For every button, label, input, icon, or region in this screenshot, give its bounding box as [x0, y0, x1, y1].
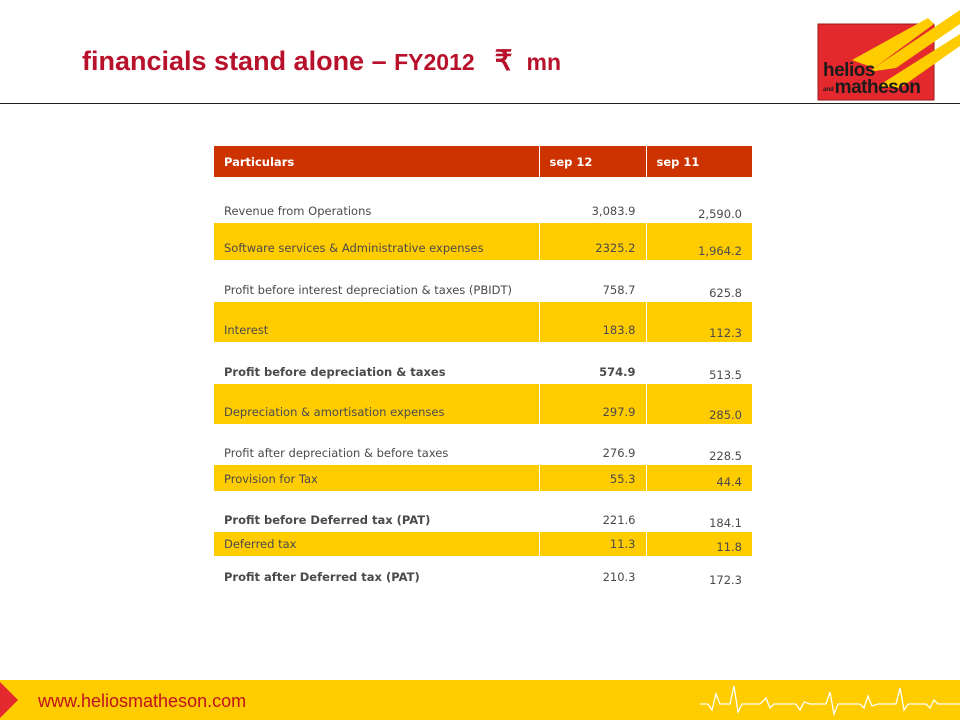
rupee-icon: ₹	[494, 45, 513, 76]
row-sep11: 172.3	[709, 573, 742, 587]
title-main: financials stand alone –	[82, 46, 395, 76]
row-sep12: 210.3	[602, 570, 636, 584]
row-sep11: 184.1	[709, 516, 742, 530]
table-row: Profit after depreciation & before taxes…	[214, 424, 752, 465]
row-sep11: 2,590.0	[698, 207, 742, 221]
row-sep12: 276.9	[602, 446, 636, 460]
row-sep12: 758.7	[602, 283, 636, 297]
row-sep11: 285.0	[709, 408, 742, 422]
row-sep12: 297.9	[602, 405, 636, 419]
website-link[interactable]: www.heliosmatheson.com	[38, 691, 247, 711]
table-row: Revenue from Operations 3,083.9 2,590.0	[214, 177, 752, 223]
row-sep11: 228.5	[709, 449, 742, 463]
row-sep11: 11.8	[716, 540, 742, 554]
table-row: Profit before Deferred tax (PAT) 221.6 1…	[214, 491, 752, 532]
logo-text: helios andmatheson	[823, 60, 921, 99]
logo-line1: helios	[823, 60, 875, 81]
row-label: Depreciation & amortisation expenses	[224, 405, 445, 419]
row-sep12: 574.9	[599, 365, 636, 379]
row-label: Deferred tax	[224, 537, 297, 551]
row-label: Software services & Administrative expen…	[224, 241, 484, 255]
table-row: Deferred tax 11.3 11.8	[214, 532, 752, 556]
page-title: financials stand alone – FY2012 ₹ mn	[82, 44, 561, 77]
row-sep11: 513.5	[709, 368, 742, 382]
table-row: Interest 183.8 112.3	[214, 302, 752, 342]
heartbeat-line-icon	[700, 685, 960, 717]
row-label: Profit after depreciation & before taxes	[224, 446, 449, 460]
logo-and: and	[823, 87, 834, 93]
row-sep11: 625.8	[709, 286, 742, 300]
row-sep12: 2325.2	[595, 241, 636, 255]
title-year: FY2012	[394, 49, 475, 75]
row-sep11: 112.3	[709, 326, 742, 340]
row-label: Profit before Deferred tax (PAT)	[224, 513, 431, 527]
row-label: Profit before interest depreciation & ta…	[224, 283, 512, 297]
table-row: Provision for Tax 55.3 44.4	[214, 465, 752, 491]
row-label: Profit after Deferred tax (PAT)	[224, 570, 420, 584]
table-row: Depreciation & amortisation expenses 297…	[214, 384, 752, 424]
logo-line2: matheson	[834, 77, 921, 98]
row-sep12: 3,083.9	[591, 204, 636, 218]
row-label: Interest	[224, 323, 269, 337]
row-sep12: 221.6	[602, 513, 636, 527]
header-particulars: Particulars	[214, 146, 539, 177]
helios-matheson-logo	[817, 10, 960, 101]
footer-bar: www.heliosmatheson.com	[0, 680, 960, 720]
table-row: Profit before depreciation & taxes 574.9…	[214, 342, 752, 384]
header-divider	[0, 103, 960, 104]
row-sep11: 1,964.2	[698, 244, 742, 258]
header-sep12: sep 12	[538, 146, 646, 177]
row-sep12: 11.3	[609, 537, 636, 551]
table-row: Software services & Administrative expen…	[214, 223, 752, 260]
footer-arrow-icon	[0, 682, 18, 718]
table-row: Profit before interest depreciation & ta…	[214, 260, 752, 302]
row-label: Provision for Tax	[224, 472, 318, 486]
table-header-row: Particulars sep 12 sep 11	[214, 146, 752, 177]
title-unit: mn	[526, 49, 562, 75]
table-row: Profit after Deferred tax (PAT) 210.3 17…	[214, 556, 752, 589]
row-label: Profit before depreciation & taxes	[224, 365, 446, 379]
row-sep12: 183.8	[602, 323, 636, 337]
row-sep12: 55.3	[609, 472, 636, 486]
financials-table: Particulars sep 12 sep 11 Revenue from O…	[214, 146, 752, 589]
header-sep11: sep 11	[645, 146, 752, 177]
row-label: Revenue from Operations	[224, 204, 372, 218]
row-sep11: 44.4	[716, 475, 742, 489]
